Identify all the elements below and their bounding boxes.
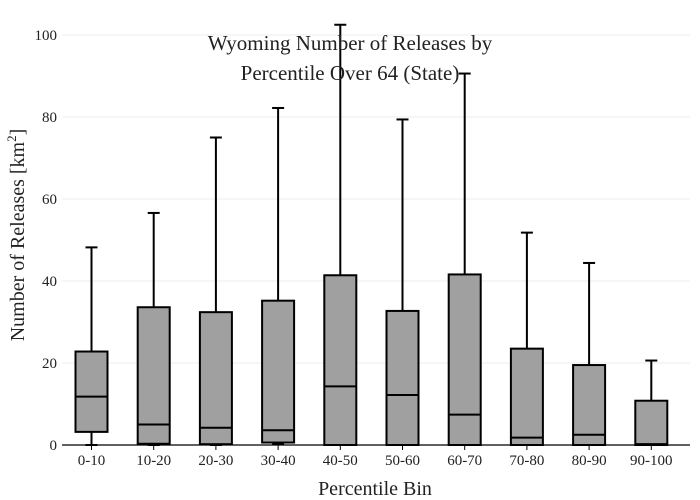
y-axis-title: Number of Releases [km2] [4,129,29,342]
y-tick-label: 100 [35,28,58,44]
gridlines [62,34,690,364]
x-axis-ticks: 0-10 10-20 20-30 30-40 40-50 50-60 60-70 70-80 8… [78,445,673,469]
x-tick-label: 40-50 [323,453,358,469]
x-tick-label: 30-40 [261,453,296,469]
x-tick-label: 50-60 [385,453,420,469]
x-tick-label: 60-70 [447,453,482,469]
chart-title-line-2: Percentile Over 64 (State) [241,61,460,85]
x-tick-label: 90-100 [630,453,673,469]
y-axis-title-superscript: 2 [4,135,19,142]
y-tick-label: 80 [42,110,57,126]
iqr-box [74,350,109,433]
iqr-box [323,274,358,447]
box-0-10 [74,246,109,446]
y-tick-label: 40 [42,274,57,290]
iqr-box [572,364,607,446]
y-axis-title-end: ] [7,129,29,136]
iqr-box [509,347,544,446]
iqr-box [447,273,482,446]
y-tick-label: 60 [42,192,57,208]
x-tick-label: 70-80 [509,453,544,469]
iqr-box [385,309,420,446]
iqr-box [261,299,296,444]
chart-title-line-1: Wyoming Number of Releases by [208,31,493,55]
y-axis-title-main: Number of Releases [km [7,141,29,341]
box-series [74,23,669,447]
y-tick-label: 0 [50,438,58,454]
x-tick-label: 20-30 [198,453,233,469]
x-tick-label: 10-20 [136,453,171,469]
x-tick-label: 80-90 [572,453,607,469]
x-axis-title: Percentile Bin [318,478,432,500]
box-40-50 [323,23,358,447]
box-50-60 [385,118,420,446]
iqr-box [198,311,233,446]
iqr-box [136,306,171,445]
box-30-40 [261,106,296,446]
box-70-80 [509,231,544,446]
box-90-100 [634,359,669,446]
box-20-30 [198,136,233,446]
box-10-20 [136,211,171,446]
y-axis-ticks: 0 20 40 60 80 100 [35,28,58,454]
x-tick-label: 0-10 [78,453,106,469]
box-60-70 [447,72,482,446]
y-tick-label: 20 [42,356,57,372]
iqr-box [634,399,669,446]
box-80-90 [572,261,607,446]
